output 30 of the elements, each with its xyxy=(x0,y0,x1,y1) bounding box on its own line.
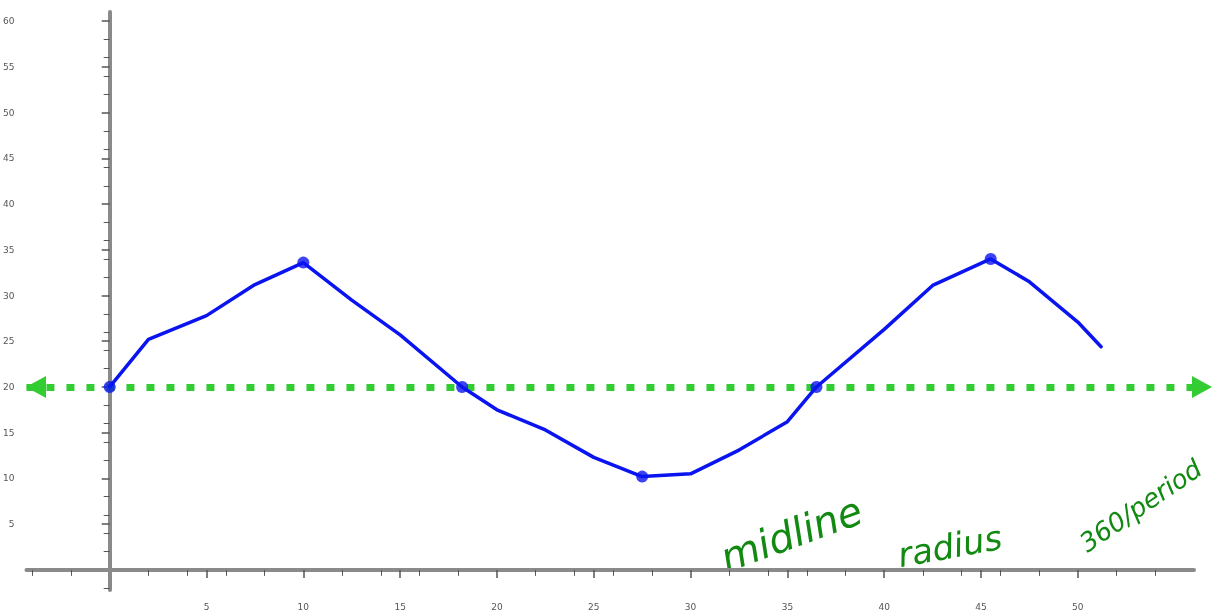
y-tick-label: 60 xyxy=(3,16,15,27)
point xyxy=(810,380,823,393)
y-tick-label: 15 xyxy=(3,427,15,438)
ref-line-label: midline xyxy=(713,487,869,582)
x-tick-label: 30 xyxy=(684,601,697,612)
x-tick-label: 15 xyxy=(394,601,406,612)
point xyxy=(456,380,469,393)
y-tick-label: 30 xyxy=(3,290,15,301)
point xyxy=(103,380,116,393)
y-tick-label: 40 xyxy=(3,199,15,210)
x-tick-label: 20 xyxy=(491,601,503,612)
y-tick-label: 50 xyxy=(3,107,15,118)
x-tick-label: 50 xyxy=(1072,601,1084,612)
x-tick-label: 45 xyxy=(975,601,987,612)
y-tick-label: 35 xyxy=(3,244,15,255)
x-tick-label: 25 xyxy=(588,601,600,612)
x-tick-label: 5 xyxy=(203,601,210,612)
y-tick-label: 20 xyxy=(3,381,15,392)
y-tick-label: 55 xyxy=(3,61,15,72)
y-tick-label: 10 xyxy=(3,473,15,484)
annotation: radius xyxy=(894,517,1006,576)
y-tick-label: 45 xyxy=(3,153,15,164)
x-tick-label: 35 xyxy=(781,601,794,612)
point xyxy=(984,252,997,265)
point xyxy=(297,256,310,269)
y-tick-label: 25 xyxy=(3,336,15,347)
y-tick-label: 5 xyxy=(8,519,15,530)
point xyxy=(636,470,649,483)
x-tick-label: 40 xyxy=(878,601,891,612)
x-tick-label: 10 xyxy=(297,601,310,612)
